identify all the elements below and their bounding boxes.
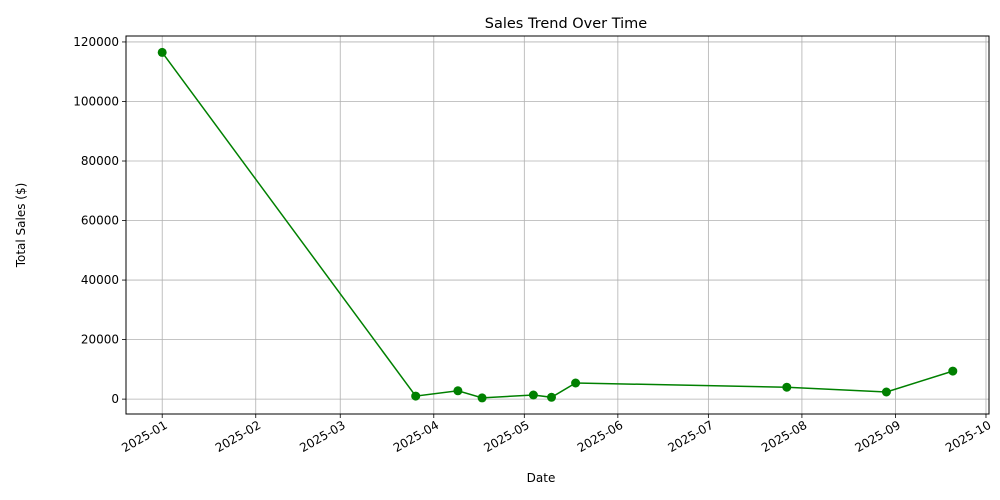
data-point (453, 386, 463, 396)
grid (126, 36, 989, 414)
y-axis-label: Total Sales ($) (14, 183, 28, 269)
x-tick-label: 2025-06 (575, 418, 625, 455)
series-line (161, 51, 954, 399)
x-tick-label: 2025-01 (119, 418, 169, 455)
data-point (782, 382, 792, 392)
y-tick-label: 20000 (81, 333, 119, 347)
x-tick-label: 2025-04 (391, 418, 441, 455)
y-tick-label: 100000 (73, 94, 119, 108)
x-axis-label: Date (527, 471, 556, 485)
series-layer (157, 47, 958, 403)
x-tick-label: 2025-05 (481, 418, 531, 455)
x-tick-label: 2025-03 (297, 418, 347, 455)
chart-title: Sales Trend Over Time (485, 16, 648, 32)
data-point (571, 378, 581, 388)
plot-area (125, 35, 990, 415)
x-tick-label: 2025-02 (213, 418, 263, 455)
data-point (411, 391, 421, 401)
y-tick-label: 40000 (81, 273, 119, 287)
x-tick-label: 2025-09 (853, 418, 903, 455)
data-point (547, 392, 556, 402)
x-tick-label: 2025-07 (665, 418, 715, 455)
data-point (528, 390, 538, 400)
x-tick-label: 2025-10 (943, 418, 993, 455)
y-axis: 0 20000 40000 60000 80000 100000 120000 (73, 35, 126, 406)
y-tick-label: 60000 (81, 214, 119, 228)
data-point (881, 387, 891, 397)
data-point (157, 47, 167, 57)
data-point (948, 366, 958, 376)
x-tick-label: 2025-08 (759, 418, 809, 455)
y-tick-label: 120000 (73, 35, 119, 49)
y-tick-label: 80000 (81, 154, 119, 168)
data-point (477, 393, 487, 403)
x-axis: 2025-01 2025-02 2025-03 2025-04 2025-05 2025-… (119, 414, 993, 455)
y-tick-label: 0 (111, 392, 119, 406)
